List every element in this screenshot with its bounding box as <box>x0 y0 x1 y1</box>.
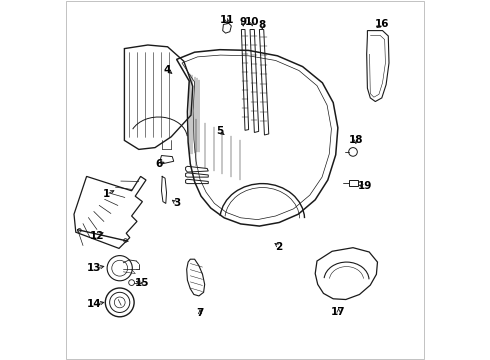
Text: 4: 4 <box>164 65 171 75</box>
Text: 16: 16 <box>374 19 389 30</box>
Text: 12: 12 <box>90 231 104 241</box>
Text: 8: 8 <box>259 20 266 30</box>
Text: 3: 3 <box>173 198 180 208</box>
Text: 6: 6 <box>155 159 162 169</box>
Text: 10: 10 <box>245 17 259 27</box>
Text: 11: 11 <box>220 15 234 25</box>
Text: 2: 2 <box>275 242 283 252</box>
Text: 7: 7 <box>196 308 204 318</box>
Text: 19: 19 <box>357 181 372 192</box>
Text: 18: 18 <box>348 135 363 145</box>
Text: 1: 1 <box>103 189 110 199</box>
Text: 9: 9 <box>240 17 247 27</box>
Text: 5: 5 <box>216 126 223 136</box>
Text: 17: 17 <box>331 307 346 318</box>
Text: 13: 13 <box>87 263 102 273</box>
Text: 14: 14 <box>87 299 102 309</box>
Bar <box>349 180 358 186</box>
Text: 15: 15 <box>135 278 149 288</box>
